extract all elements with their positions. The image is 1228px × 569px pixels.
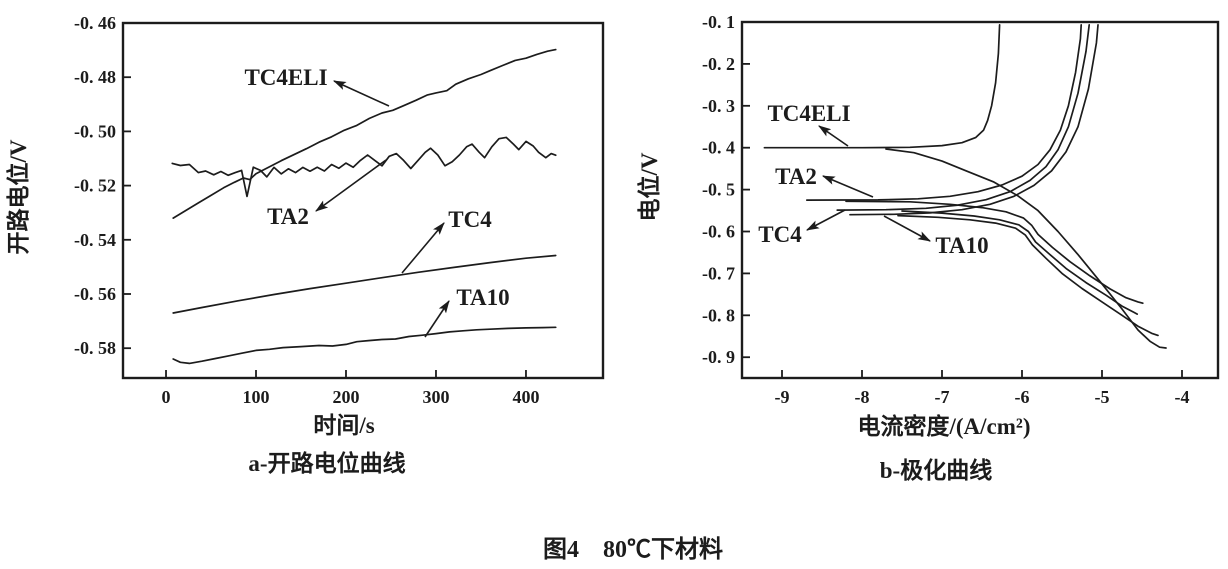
y-tick-label: -0. 56 <box>74 284 116 304</box>
curve-TA2 <box>171 136 557 198</box>
y-tick-label: -0. 7 <box>702 263 735 283</box>
curve-TA10 <box>172 326 557 365</box>
figure-caption: 图4 80℃下材料 <box>543 537 723 563</box>
curve-label-TC4: TC4 <box>758 222 802 247</box>
curve-TA2-cathodic <box>845 200 1144 305</box>
curve-TA2-anodic <box>805 24 1083 201</box>
y-tick-label: -0. 1 <box>702 12 735 32</box>
y-tick-label: -0. 46 <box>74 13 116 33</box>
x-axis-title-a: 时间/s <box>313 413 374 438</box>
x-tick-label: -8 <box>855 387 870 407</box>
y-tick-label: -0. 48 <box>74 67 116 87</box>
annotation-arrow-TA10 <box>883 215 931 242</box>
curve-TC4ELI-cathodic <box>885 148 1167 349</box>
plot-frame <box>740 20 1220 380</box>
y-tick-label: -0. 54 <box>74 230 116 250</box>
chart-polarization: -9 -8 -7 -6 -5 -4 -0. 1 -0. 2 -0. 3 -0. 4 -0. 5 -0.… <box>702 12 1220 407</box>
subfigure-caption-b: b-极化曲线 <box>880 457 992 483</box>
annotation-arrow-TA2 <box>822 175 874 198</box>
annotation-arrow-TC4 <box>401 222 445 274</box>
y-tick-label: -0. 58 <box>74 338 116 358</box>
curve-TC4 <box>172 254 557 314</box>
x-tick-label: 0 <box>162 387 171 407</box>
x-tick-label: 100 <box>243 387 270 407</box>
annotation-arrow-TC4 <box>806 209 846 231</box>
annotation-arrow-TC4ELI <box>333 80 390 107</box>
annotation-arrow-TA10 <box>424 300 450 338</box>
x-tick-label: -6 <box>1015 387 1030 407</box>
chart-open-circuit-potential: 0 100 200 300 400 -0. 46 -0. 48 -0. 50 -0. 52 -0.… <box>74 13 605 407</box>
x-tick-label: -9 <box>775 387 790 407</box>
annotation-arrow-TC4ELI <box>818 125 849 147</box>
curve-label-TA2: TA2 <box>775 164 817 189</box>
curve-label-TA10: TA10 <box>456 285 509 310</box>
y-tick-label: -0. 8 <box>702 305 735 325</box>
x-tick-label: 400 <box>512 387 539 407</box>
curve-label-TA10: TA10 <box>935 233 988 258</box>
y-tick-label: -0. 5 <box>702 180 735 200</box>
y-tick-label: -0. 9 <box>702 347 735 367</box>
curve-TA10-anodic <box>849 24 1099 216</box>
curve-label-TA2: TA2 <box>267 204 309 229</box>
y-tick-label: -0. 2 <box>702 54 735 74</box>
charts-canvas: 0 100 200 300 400 -0. 46 -0. 48 -0. 50 -0. 52 -0.… <box>5 12 1220 483</box>
curve-TA10-cathodic <box>897 214 1159 337</box>
subfigure-caption-a: a-开路电位曲线 <box>248 450 405 476</box>
plot-frame <box>121 21 605 380</box>
x-axis-title-b: 电流密度/(A/cm²) <box>858 413 1031 439</box>
y-tick-label: -0. 4 <box>702 138 735 158</box>
y-axis-title-a: 开路电位/V <box>5 139 31 254</box>
y-tick-label: -0. 6 <box>702 222 735 242</box>
x-tick-label: -7 <box>935 387 950 407</box>
x-tick-label: 300 <box>422 387 449 407</box>
curve-label-TC4ELI: TC4ELI <box>244 65 327 90</box>
y-axis-title-b: 电位/V <box>636 152 662 221</box>
curve-TC4-cathodic <box>901 210 1139 315</box>
curve-TC4ELI <box>172 48 557 219</box>
annotation-arrow-TA2 <box>315 159 387 212</box>
y-tick-label: -0. 3 <box>702 96 735 116</box>
x-tick-label: -4 <box>1175 387 1190 407</box>
x-tick-label: 200 <box>332 387 359 407</box>
curve-TC4-anodic <box>836 24 1091 211</box>
y-tick-label: -0. 50 <box>74 121 116 141</box>
curve-TC4ELI-anodic <box>763 24 1001 149</box>
x-tick-label: -5 <box>1095 387 1110 407</box>
y-tick-label: -0. 52 <box>74 176 116 196</box>
curve-label-TC4ELI: TC4ELI <box>767 101 850 126</box>
curve-label-TC4: TC4 <box>448 207 492 232</box>
